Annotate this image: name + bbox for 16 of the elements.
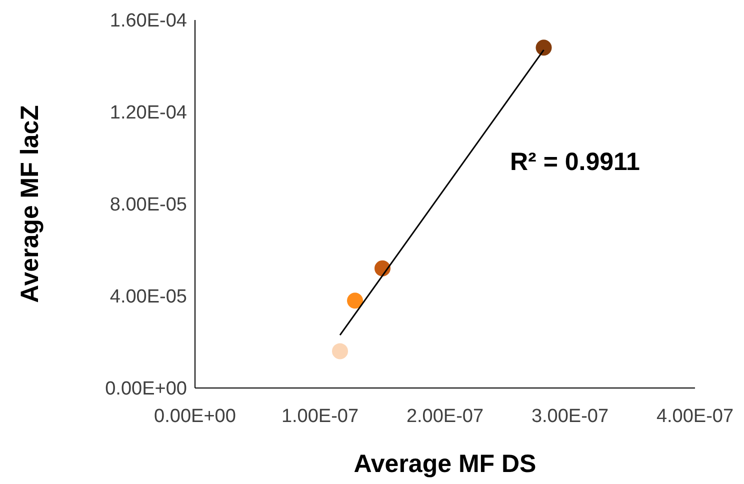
x-axis-title: Average MF DS (354, 450, 536, 478)
x-tick-label: 0.00E+00 (154, 406, 236, 427)
y-tick-label: 0.00E+00 (105, 378, 187, 400)
y-tick-label: 4.00E-05 (110, 286, 187, 308)
x-tick-label: 3.00E-07 (531, 406, 609, 427)
x-tick-label: 4.00E-07 (656, 406, 734, 427)
y-tick-label: 1.60E-04 (110, 10, 188, 32)
x-tick-label: 1.00E-07 (281, 406, 359, 427)
y-tick-label: 1.20E-04 (110, 102, 188, 124)
annotation: R² = 0.9911 (510, 148, 640, 176)
y-tick-label: 8.00E-05 (110, 194, 187, 216)
point (536, 40, 552, 56)
point (332, 343, 348, 360)
x-tick-label: 2.00E-07 (406, 406, 484, 427)
y-axis-title: Average MF lacZ (16, 105, 44, 303)
point (347, 292, 363, 309)
